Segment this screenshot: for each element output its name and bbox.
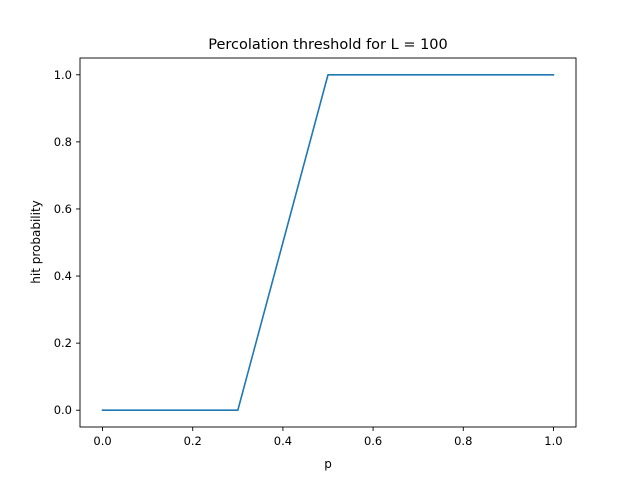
y-tick-label: 0.6 <box>54 202 72 216</box>
x-axis-label: p <box>324 457 332 471</box>
x-tick-label: 1.0 <box>544 434 562 448</box>
x-tick-label: 0.4 <box>274 434 292 448</box>
y-tick-label: 1.0 <box>54 68 72 82</box>
x-tick-label: 0.8 <box>454 434 472 448</box>
chart-title: Percolation threshold for L = 100 <box>208 37 448 53</box>
y-tick-label: 0.8 <box>54 135 72 149</box>
y-tick-label: 0.0 <box>54 403 72 417</box>
y-tick-label: 0.4 <box>54 269 72 283</box>
x-tick-label: 0.2 <box>184 434 202 448</box>
plot-layer: 0.0 0.2 0.4 0.6 0.8 1.0 0.0 0.2 0.4 0.6 0.8 1.0 <box>54 57 577 448</box>
x-tick-label: 0.6 <box>364 434 382 448</box>
y-tick-label: 0.2 <box>54 336 72 350</box>
series-line-0 <box>101 73 555 412</box>
axes-frame <box>79 57 577 428</box>
x-tick-label: 0.0 <box>93 434 111 448</box>
y-axis-label: hit probability <box>29 200 43 283</box>
